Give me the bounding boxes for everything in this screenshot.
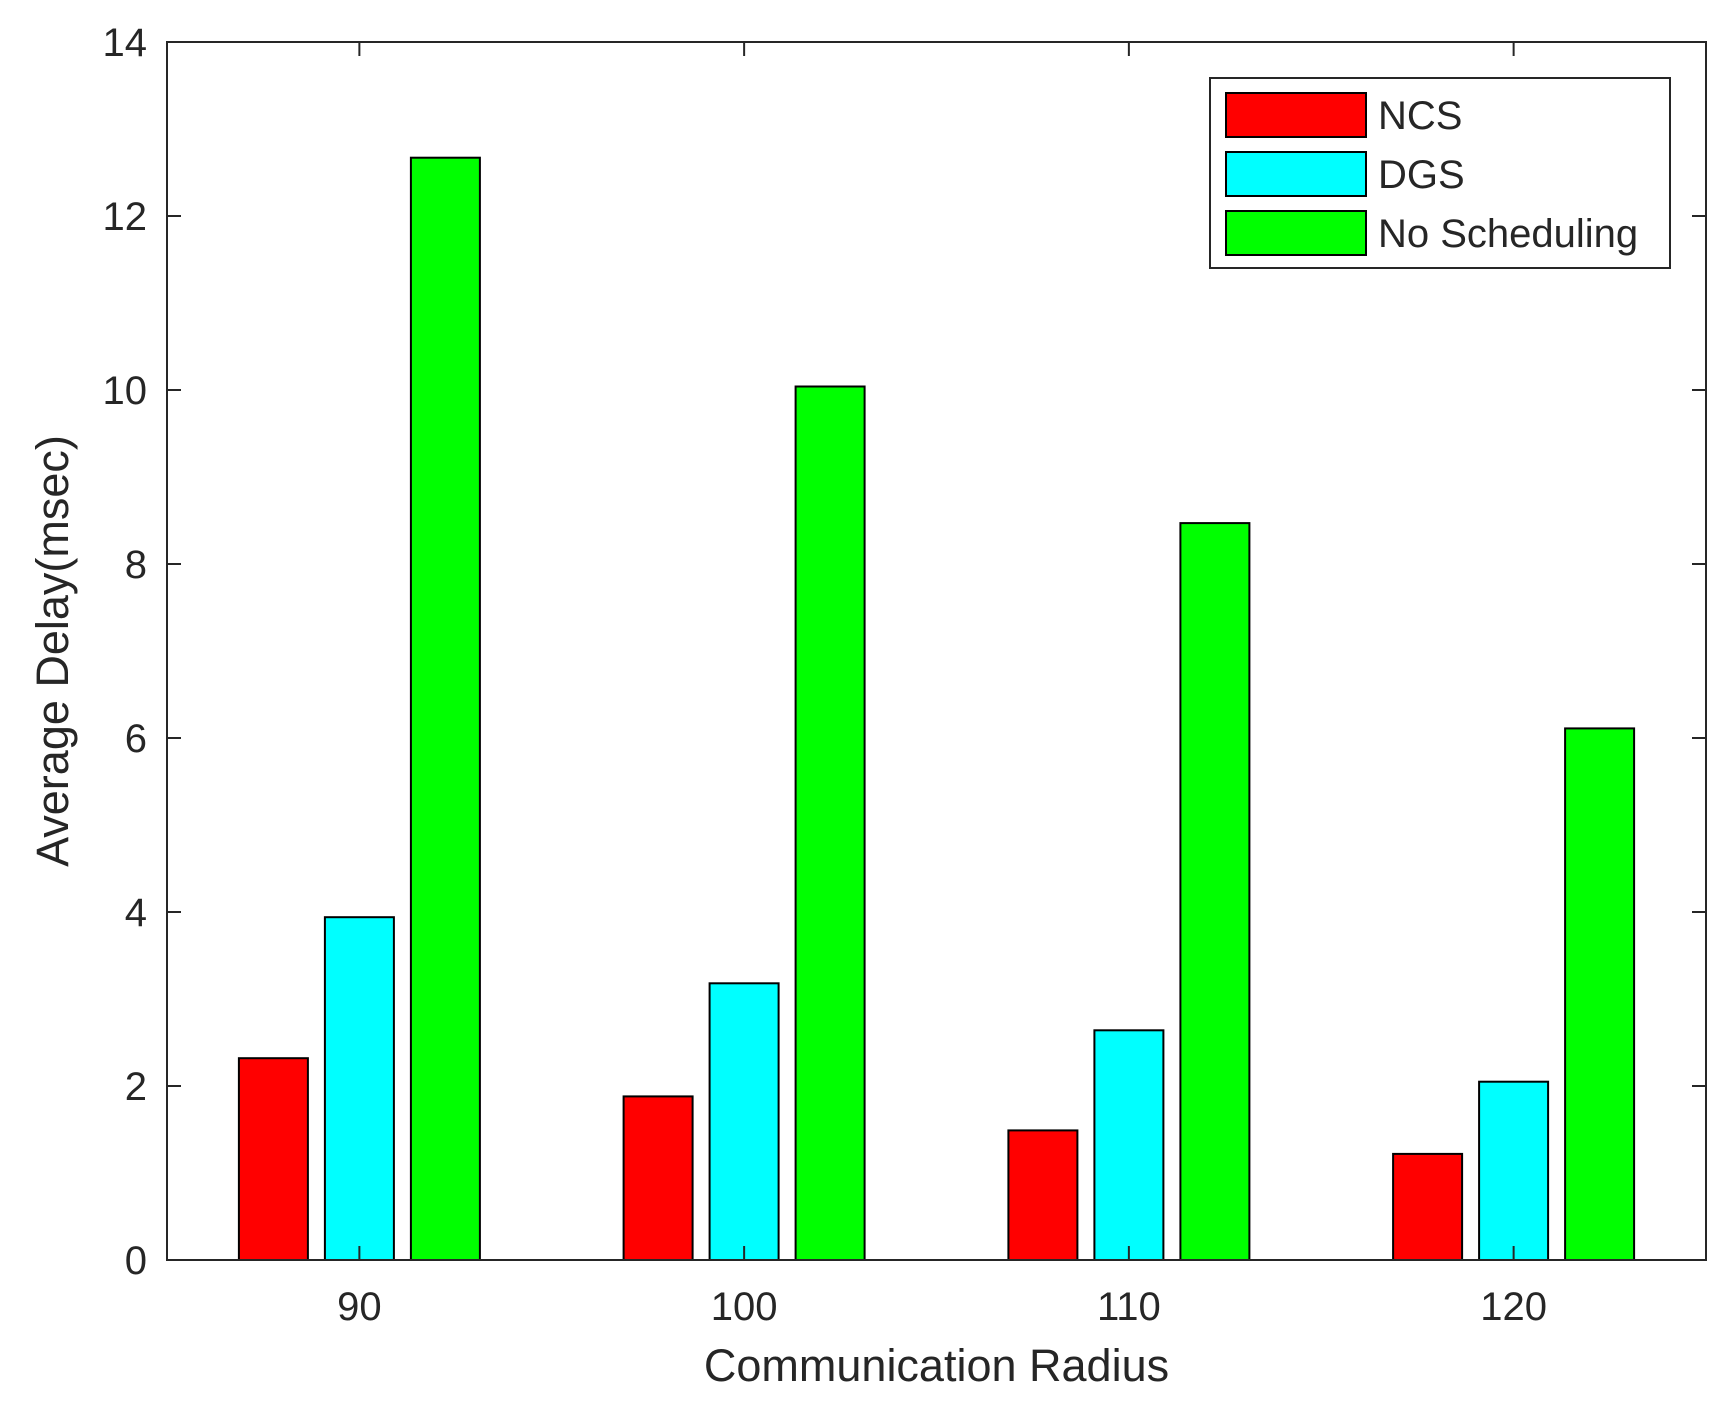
plot-frame: [166, 41, 1707, 1261]
bars-layer: [237, 156, 1636, 1262]
y-tick-label: 0: [125, 1239, 147, 1283]
bar-dgs-90: [323, 916, 395, 1261]
bar-no-scheduling-120: [1564, 727, 1636, 1261]
y-tick-label: 6: [125, 717, 147, 761]
x-tick-label: 100: [711, 1285, 778, 1329]
legend-swatch-ncs: [1225, 92, 1367, 138]
legend-label: No Scheduling: [1378, 212, 1638, 256]
x-tick-label: 90: [337, 1285, 382, 1329]
bar-no-scheduling-110: [1179, 522, 1251, 1261]
axes-layer: [166, 41, 1707, 1261]
y-tick-label: 14: [103, 21, 148, 65]
bar-no-scheduling-90: [409, 156, 481, 1262]
bar-dgs-110: [1093, 1029, 1165, 1262]
bar-ncs-90: [237, 1057, 309, 1261]
y-tick-label: 4: [125, 891, 147, 935]
legend-swatch-dgs: [1225, 151, 1367, 197]
y-tick-label: 10: [103, 369, 148, 413]
bar-ncs-100: [622, 1095, 694, 1262]
legend-label: DGS: [1378, 153, 1465, 197]
bar-no-scheduling-100: [794, 385, 866, 1261]
y-tick-label: 12: [103, 195, 148, 239]
bar-dgs-120: [1478, 1080, 1550, 1261]
bar-ncs-110: [1007, 1129, 1079, 1262]
y-tick-label: 8: [125, 543, 147, 587]
x-tick-label: 110: [1097, 1285, 1161, 1329]
legend-swatch-no-scheduling: [1225, 210, 1367, 256]
bar-ncs-120: [1392, 1152, 1464, 1262]
y-axis-label: Average Delay(msec): [27, 435, 78, 867]
bar-dgs-100: [708, 982, 780, 1261]
x-axis-label: Communication Radius: [704, 1340, 1169, 1391]
legend-label: NCS: [1378, 94, 1462, 138]
ticks-layer: 0 2 4 6 8 10 12 14 90 100 110 120: [103, 21, 1706, 1329]
y-tick-label: 2: [125, 1065, 147, 1109]
legend: NCS DGS No Scheduling: [1209, 77, 1671, 269]
x-tick-label: 120: [1480, 1285, 1547, 1329]
